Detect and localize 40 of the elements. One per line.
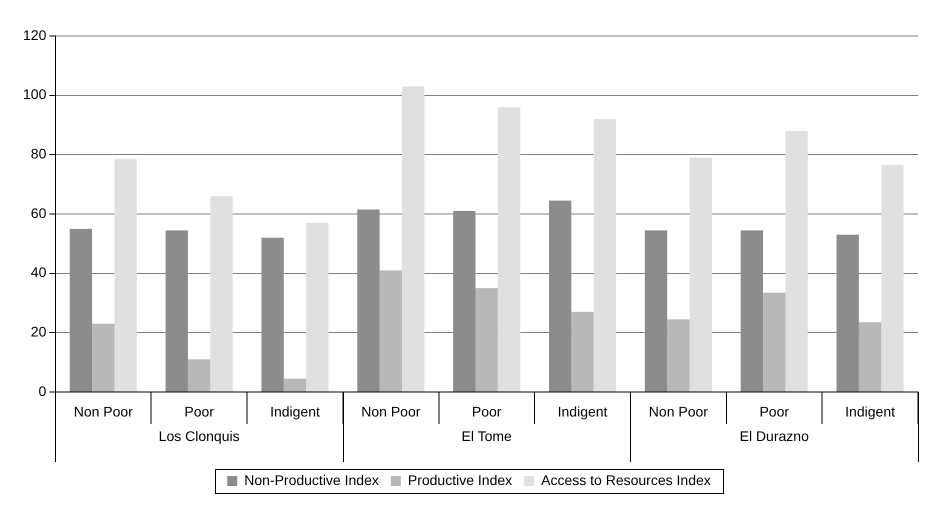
x-tick-label: Indigent <box>558 403 608 420</box>
x-tick-label: Non Poor <box>648 403 708 420</box>
legend-label: Non-Productive Index <box>244 472 379 488</box>
text: El Tome <box>462 428 512 444</box>
bar <box>114 159 137 392</box>
bar <box>475 288 498 392</box>
bar <box>498 107 520 392</box>
bar <box>667 319 690 392</box>
y-tick-label: 120 <box>23 26 47 43</box>
bar <box>690 158 712 392</box>
x-tick-label: Poor <box>184 403 214 420</box>
bar <box>785 130 808 392</box>
legend-label: Access to Resources Index <box>541 472 711 488</box>
bar <box>763 292 786 392</box>
bar <box>402 86 424 392</box>
bar <box>881 165 904 392</box>
legend-label: Productive Index <box>408 472 512 488</box>
bar <box>306 222 329 392</box>
bar <box>284 378 306 392</box>
x-tick-label: Non Poor <box>361 403 421 420</box>
bar <box>380 270 402 392</box>
bar <box>571 312 594 392</box>
bar <box>92 324 114 392</box>
text: El Durazno <box>740 428 810 444</box>
bar <box>594 119 616 392</box>
y-tick-label: 80 <box>30 146 47 162</box>
y-tick-label: 60 <box>30 204 47 221</box>
x-tick-label: Indigent <box>845 403 896 420</box>
y-tick-label: 20 <box>30 324 47 340</box>
x-tick-label: Poor <box>759 403 790 420</box>
text: Los Clonquis <box>158 428 240 444</box>
x-tick-label: Poor <box>472 403 502 420</box>
bar <box>188 359 210 392</box>
bar <box>858 322 882 392</box>
bar <box>210 196 233 392</box>
x-tick-label: Indigent <box>270 403 320 420</box>
y-tick-label: 100 <box>23 86 47 102</box>
x-tick-label: Non Poor <box>74 403 134 420</box>
y-tick-label: 40 <box>30 264 47 280</box>
y-tick-label: 0 <box>38 382 47 399</box>
